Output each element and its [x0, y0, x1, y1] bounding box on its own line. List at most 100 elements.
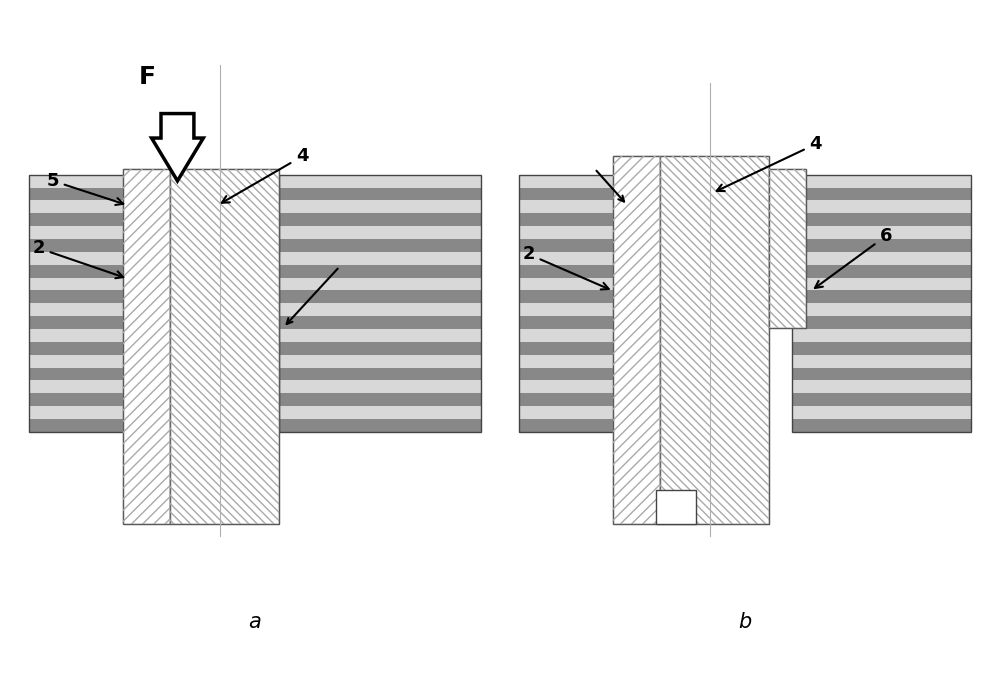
- Bar: [519, 265, 623, 277]
- Bar: [519, 329, 623, 342]
- Bar: [278, 214, 481, 226]
- Bar: [519, 367, 623, 380]
- Bar: [768, 169, 806, 328]
- Bar: [29, 342, 133, 355]
- Bar: [29, 188, 133, 201]
- Bar: [613, 156, 660, 524]
- Bar: [29, 406, 133, 419]
- Bar: [278, 303, 481, 316]
- Bar: [792, 226, 971, 239]
- Bar: [519, 175, 623, 432]
- Text: 2: 2: [523, 245, 609, 290]
- Bar: [792, 419, 971, 432]
- Text: 4: 4: [717, 135, 822, 191]
- Bar: [278, 316, 481, 329]
- Bar: [519, 342, 623, 355]
- Bar: [29, 316, 133, 329]
- Text: F: F: [138, 65, 155, 89]
- Bar: [519, 355, 623, 367]
- Bar: [519, 290, 623, 303]
- Bar: [278, 367, 481, 380]
- Bar: [613, 156, 660, 524]
- Bar: [792, 380, 971, 393]
- Bar: [278, 380, 481, 393]
- Bar: [656, 490, 696, 524]
- Bar: [278, 419, 481, 432]
- Bar: [278, 239, 481, 252]
- Bar: [29, 239, 133, 252]
- Bar: [768, 169, 806, 328]
- Bar: [29, 277, 133, 290]
- Bar: [29, 226, 133, 239]
- Bar: [29, 393, 133, 406]
- Bar: [792, 342, 971, 355]
- Bar: [29, 367, 133, 380]
- Bar: [278, 355, 481, 367]
- Bar: [278, 290, 481, 303]
- Bar: [519, 214, 623, 226]
- Bar: [170, 169, 278, 524]
- Bar: [792, 252, 971, 265]
- Bar: [278, 277, 481, 290]
- Bar: [29, 201, 133, 214]
- Bar: [278, 342, 481, 355]
- Polygon shape: [152, 114, 203, 181]
- Bar: [123, 169, 170, 524]
- Bar: [792, 277, 971, 290]
- Bar: [29, 252, 133, 265]
- Bar: [792, 329, 971, 342]
- Text: 6: 6: [815, 227, 892, 288]
- Bar: [278, 329, 481, 342]
- Bar: [792, 214, 971, 226]
- Text: a: a: [249, 611, 261, 632]
- Bar: [792, 355, 971, 367]
- Bar: [792, 175, 971, 432]
- Bar: [519, 239, 623, 252]
- Bar: [29, 419, 133, 432]
- Bar: [792, 188, 971, 201]
- Bar: [29, 303, 133, 316]
- Bar: [123, 169, 170, 524]
- Bar: [519, 393, 623, 406]
- Bar: [29, 214, 133, 226]
- Bar: [519, 419, 623, 432]
- Bar: [519, 175, 623, 188]
- Bar: [29, 329, 133, 342]
- Bar: [278, 252, 481, 265]
- Bar: [278, 188, 481, 201]
- Bar: [660, 156, 768, 524]
- Bar: [792, 316, 971, 329]
- Bar: [519, 406, 623, 419]
- Bar: [278, 265, 481, 277]
- Bar: [792, 406, 971, 419]
- Bar: [792, 367, 971, 380]
- Bar: [170, 169, 278, 524]
- Text: 5: 5: [47, 172, 123, 205]
- Bar: [792, 175, 971, 188]
- Bar: [519, 316, 623, 329]
- Bar: [519, 201, 623, 214]
- Bar: [278, 226, 481, 239]
- Bar: [29, 355, 133, 367]
- Bar: [792, 290, 971, 303]
- Bar: [519, 380, 623, 393]
- Bar: [519, 188, 623, 201]
- Bar: [29, 175, 133, 188]
- Bar: [278, 393, 481, 406]
- Text: b: b: [738, 611, 752, 632]
- Bar: [29, 175, 133, 432]
- Text: 4: 4: [222, 148, 308, 203]
- Bar: [660, 156, 768, 524]
- Bar: [792, 393, 971, 406]
- Bar: [29, 290, 133, 303]
- Bar: [519, 226, 623, 239]
- Bar: [29, 265, 133, 277]
- Bar: [792, 265, 971, 277]
- Bar: [278, 175, 481, 432]
- Bar: [792, 201, 971, 214]
- Bar: [519, 277, 623, 290]
- Bar: [519, 303, 623, 316]
- Text: 2: 2: [33, 239, 123, 278]
- Bar: [278, 201, 481, 214]
- Bar: [278, 406, 481, 419]
